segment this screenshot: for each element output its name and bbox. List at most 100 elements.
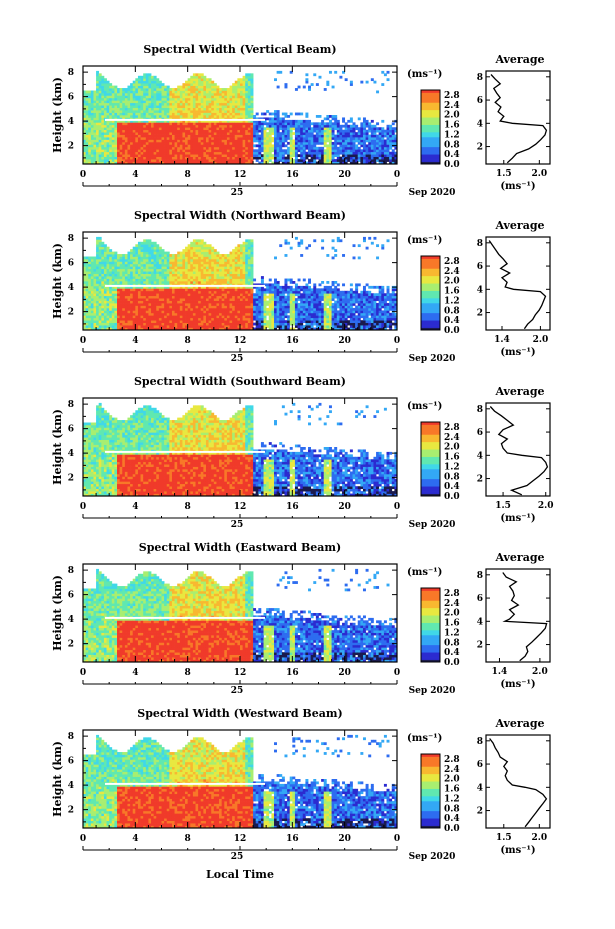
heatmap-cell	[98, 124, 102, 128]
heatmap-cell	[137, 141, 141, 145]
heatmap-cell	[315, 139, 319, 143]
heatmap-cell	[242, 88, 246, 91]
heatmap-cell	[103, 266, 107, 270]
heatmap-cell	[153, 273, 157, 277]
heatmap-cell	[174, 261, 178, 265]
heatmap-cell	[208, 263, 212, 267]
heatmap-cell	[137, 317, 141, 321]
heatmap-cell	[124, 268, 128, 272]
heatmap-cell	[177, 115, 181, 118]
heatmap-cell	[130, 110, 134, 113]
heatmap-cell	[226, 149, 230, 153]
heatmap-cell	[331, 137, 335, 140]
heatmap-cell	[90, 149, 94, 153]
heatmap-cell	[166, 281, 170, 284]
heatmap-cell	[352, 124, 356, 128]
heatmap-cell	[208, 90, 212, 94]
heatmap-cell	[200, 110, 204, 113]
heatmap-cell	[169, 317, 173, 321]
heatmap-cell	[119, 127, 123, 131]
heatmap-cell	[171, 327, 175, 331]
heatmap-cell	[179, 92, 183, 96]
heatmap-cell	[224, 156, 228, 160]
heatmap-cell	[192, 156, 196, 160]
heatmap-cell	[161, 263, 165, 267]
heatmap-cell	[161, 115, 165, 118]
heatmap-cell	[208, 100, 212, 104]
heatmap-cell	[216, 154, 220, 157]
heatmap-cell	[145, 149, 149, 153]
heatmap-cell	[334, 127, 338, 131]
heatmap-cell	[156, 107, 160, 111]
heatmap-cell	[200, 271, 204, 274]
heatmap-cell	[161, 315, 165, 319]
heatmap-cell	[158, 273, 162, 277]
heatmap-cell	[148, 141, 152, 145]
heatmap-cell	[216, 117, 220, 121]
heatmap-cell	[132, 139, 136, 143]
profile-title: Average	[494, 53, 544, 66]
heatmap-cell	[127, 141, 131, 145]
heatmap-cell	[85, 325, 89, 328]
heatmap-cell	[83, 134, 86, 138]
heatmap-cell	[336, 161, 340, 165]
x-tick-label: 12	[234, 170, 247, 180]
heatmap-cell	[135, 122, 139, 126]
heatmap-cell	[386, 151, 390, 155]
heatmap-cell	[93, 107, 97, 111]
heatmap-cell	[266, 127, 270, 131]
heatmap-cell	[114, 110, 118, 113]
heatmap-cell	[122, 325, 126, 328]
heatmap-cell	[192, 261, 196, 265]
heatmap-cell	[85, 97, 89, 101]
heatmap-cell	[211, 293, 215, 297]
heatmap-cell	[148, 137, 152, 140]
heatmap-cell	[310, 146, 314, 150]
heatmap-cell	[289, 146, 293, 150]
heatmap-cell	[130, 315, 134, 319]
heatmap-cell	[389, 127, 393, 131]
heatmap-cell	[114, 122, 118, 126]
heatmap-cell	[370, 127, 374, 131]
heatmap-cell	[182, 119, 186, 123]
heatmap-cell	[158, 276, 162, 279]
heatmap-cell	[237, 122, 241, 126]
heatmap-cell	[177, 107, 181, 111]
heatmap-cell	[349, 127, 353, 131]
heatmap-cell	[297, 161, 301, 165]
heatmap-cell	[83, 288, 86, 292]
heatmap-cell	[190, 83, 194, 86]
heatmap-cell	[145, 105, 149, 108]
heatmap-cell	[164, 254, 168, 257]
heatmap-cell	[313, 139, 317, 143]
heatmap-cell	[274, 78, 277, 82]
heatmap-cell	[247, 85, 251, 89]
heatmap-cell	[127, 266, 131, 270]
heatmap-cell	[161, 156, 165, 160]
heatmap-cell	[85, 107, 89, 111]
heatmap-cell	[83, 271, 86, 274]
heatmap-cell	[187, 159, 191, 162]
heatmap-cell	[242, 139, 246, 143]
heatmap-cell	[287, 156, 291, 160]
heatmap-cell	[174, 278, 178, 282]
heatmap-cell	[90, 95, 94, 99]
heatmap-cell	[198, 107, 202, 111]
heatmap-cell	[352, 149, 356, 153]
heatmap-cell	[119, 129, 123, 133]
heatmap-cell	[98, 110, 102, 113]
heatmap-cell	[297, 149, 301, 153]
heatmap-cell	[83, 317, 86, 321]
heatmap-cell	[221, 154, 225, 157]
heatmap-cell	[101, 159, 105, 162]
heatmap-cell	[182, 268, 186, 272]
heatmap-cell	[211, 127, 215, 131]
heatmap-cell	[166, 132, 170, 135]
heatmap-cell	[260, 161, 264, 165]
heatmap-cell	[198, 310, 202, 314]
heatmap-cell	[203, 244, 207, 248]
colorbar-swatch	[421, 99, 440, 103]
heatmap-cell	[96, 105, 100, 108]
heatmap-cell	[169, 100, 173, 104]
heatmap-cell	[289, 144, 293, 148]
